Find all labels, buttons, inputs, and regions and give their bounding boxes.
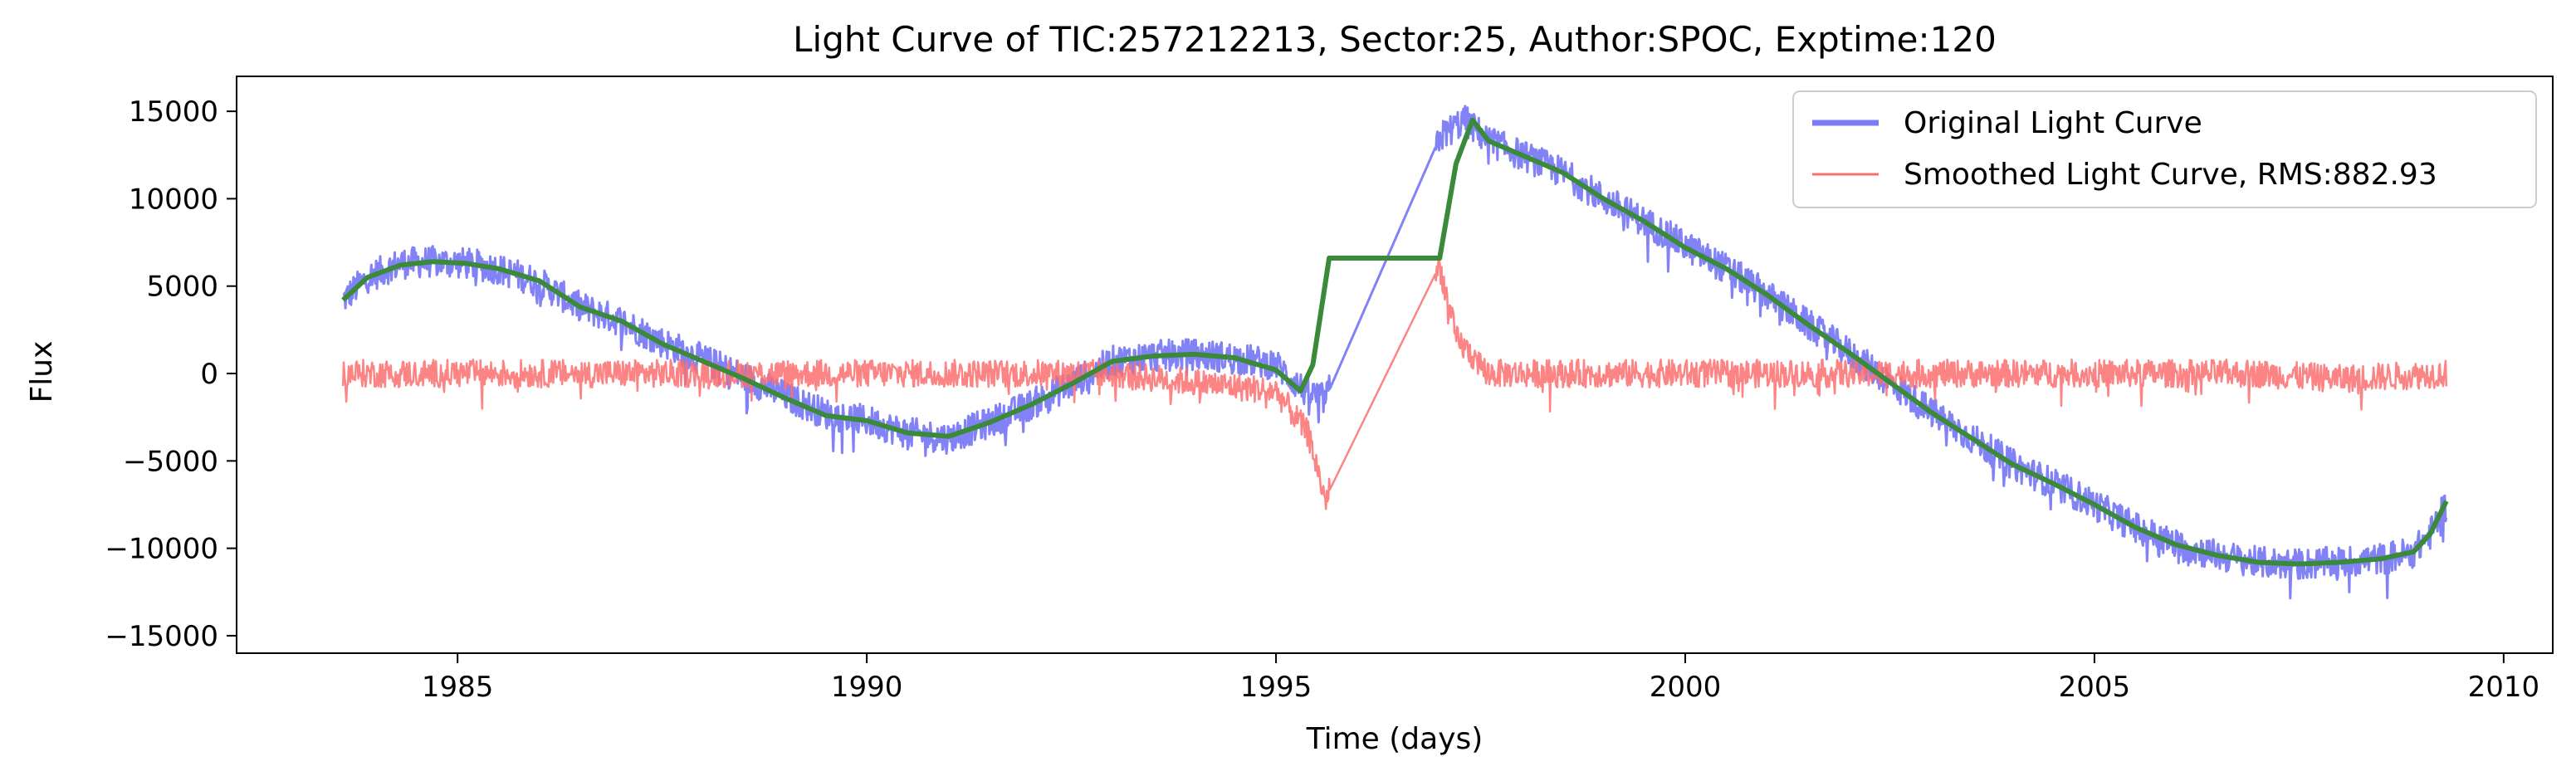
y-tick-label: 10000 [129,183,218,216]
x-axis: 1985 1990 1995 2000 2005 2010 [422,653,2539,704]
y-tick-label: 5000 [146,271,218,304]
series-layer [341,105,2449,600]
x-tick-label: 1990 [831,671,903,704]
y-tick-label: 0 [200,358,218,391]
legend-label-original: Original Light Curve [1904,106,2202,140]
x-tick-label: 2010 [2468,671,2540,704]
y-tick-label: −15000 [105,620,218,653]
legend: Original Light Curve Smoothed Light Curv… [1792,90,2537,208]
smoothed-light-curve-line [341,256,2448,510]
trend-line [341,117,2449,567]
x-tick-label: 2000 [1650,671,1722,704]
x-tick-label: 2005 [2059,671,2131,704]
y-axis: −15000 −10000 −5000 0 5000 10000 15000 [105,95,237,653]
plot-frame [236,76,2554,654]
y-tick-label: 15000 [129,95,218,129]
x-axis-label: Time (days) [1306,722,1484,756]
x-tick-label: 1985 [422,671,494,704]
legend-label-smoothed: Smoothed Light Curve, RMS:882.93 [1904,158,2437,192]
y-tick-label: −10000 [105,533,218,566]
x-tick-label: 1995 [1240,671,1312,704]
legend-box [1792,90,2537,208]
y-tick-label: −5000 [123,445,218,478]
y-axis-label: Flux [25,341,59,403]
chart-title: Light Curve of TIC:257212213, Sector:25,… [793,19,1997,60]
